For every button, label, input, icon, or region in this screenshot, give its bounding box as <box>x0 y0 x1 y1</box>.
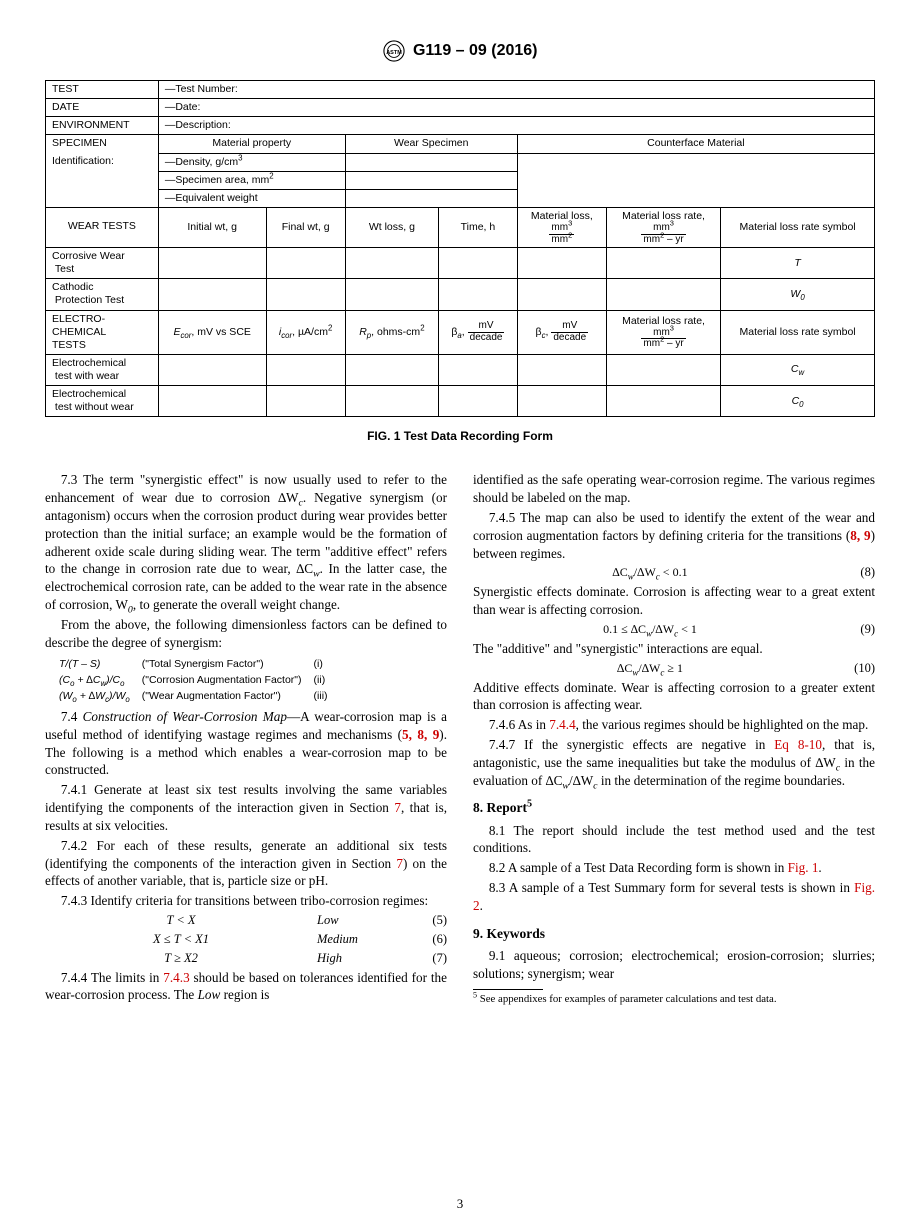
area-cell: —Specimen area, mm2 <box>158 171 345 189</box>
para-7-4-4-cont: identified as the safe operating wear-co… <box>473 471 875 507</box>
ref-section-7b: 7 <box>396 856 403 871</box>
corrosive-wear-test-label: Corrosive Wear Test <box>46 248 159 279</box>
para-8-3: 8.3 A sample of a Test Summary form for … <box>473 879 875 915</box>
equation-8: ∆Cw/∆Wc < 0.1 (8) <box>473 564 875 581</box>
material-loss-header: Material loss, mm3mm2 <box>517 207 606 247</box>
equation-6: X ≤ T < X1Medium(6) <box>45 931 447 948</box>
equation-9: 0.1 ≤ ∆Cw/∆Wc < 1 (9) <box>473 621 875 638</box>
synergism-factors-table: T/(T – S) ("Total Synergism Factor") (i)… <box>59 656 340 705</box>
wear-tests-header: WEAR TESTS <box>46 207 159 247</box>
ec-with-wear-label: Electrochemical test with wear <box>46 354 159 385</box>
cathodic-protection-test-label: Cathodic Protection Test <box>46 279 159 310</box>
factor-1-num: (i) <box>314 656 340 672</box>
section-8-heading: 8. Report5 <box>473 799 875 817</box>
final-wt-header: Final wt, g <box>266 207 345 247</box>
wt-loss-header: Wt loss, g <box>345 207 438 247</box>
ecor-header: Ecor, mV vs SCE <box>158 310 266 354</box>
para-7-4-4: 7.4.4 The limits in 7.4.3 should be base… <box>45 969 447 1005</box>
equation-7: T ≥ X2High(7) <box>45 950 447 967</box>
para-7-4-2: 7.4.2 For each of these results, generat… <box>45 837 447 890</box>
para-7-4-5: 7.4.5 The map can also be used to identi… <box>473 509 875 562</box>
material-loss-rate-symbol-header: Material loss rate symbol <box>721 207 875 247</box>
footnote-5: 5 See appendixes for examples of paramet… <box>473 992 875 1007</box>
para-9-1: 9.1 aqueous; corrosion; electrochemical;… <box>473 947 875 983</box>
ref-7-4-3: 7.4.3 <box>163 970 189 985</box>
factor-3-name: ("Wear Augmentation Factor") <box>142 688 314 704</box>
eq-weight-cell: —Equivalent weight <box>158 189 345 207</box>
density-cell: —Density, g/cm3 <box>158 153 345 171</box>
para-7-4-7: 7.4.7 If the synergistic effects are neg… <box>473 736 875 789</box>
test-value: —Test Number: <box>158 81 874 99</box>
footnote-rule <box>473 989 543 990</box>
symbol-T: T <box>721 248 875 279</box>
electrochemical-tests-label: ELECTRO-CHEMICALTESTS <box>46 310 159 354</box>
equation-10: ∆Cw/∆Wc ≥ 1 (10) <box>473 660 875 677</box>
factor-3-expr: (Wo + ∆Wc)/Wo <box>59 688 142 704</box>
time-header: Time, h <box>439 207 518 247</box>
body-text: 7.3 The term "synergistic effect" is now… <box>45 471 875 1007</box>
ml-rate-symbol-header-2: Material loss rate symbol <box>721 310 875 354</box>
page-number: 3 <box>0 1196 920 1212</box>
factor-1-expr: T/(T – S) <box>59 656 142 672</box>
section-9-heading: 9. Keywords <box>473 925 875 943</box>
env-label: ENVIRONMENT <box>46 117 159 135</box>
ref-8-9: 8, 9 <box>850 528 870 543</box>
date-value: —Date: <box>158 99 874 117</box>
material-property-header: Material property <box>158 135 345 153</box>
eq9-text: The "additive" and "synergistic" interac… <box>473 640 875 658</box>
standard-id: G119 – 09 (2016) <box>413 42 538 59</box>
factor-2-expr: (Co + ∆Cw)/Co <box>59 672 142 688</box>
para-7-4-1: 7.4.1 Generate at least six test results… <box>45 781 447 834</box>
rp-header: Rp, ohms-cm2 <box>345 310 438 354</box>
factor-2-name: ("Corrosion Augmentation Factor") <box>142 672 314 688</box>
astm-logo-icon: ASTM <box>383 40 405 62</box>
icor-header: icor, µA/cm2 <box>266 310 345 354</box>
ec-without-wear-label: Electrochemical test without wear <box>46 386 159 417</box>
factor-3-num: (iii) <box>314 688 340 704</box>
ref-7-4-4: 7.4.4 <box>549 717 575 732</box>
para-8-1: 8.1 The report should include the test m… <box>473 822 875 858</box>
figure-caption: FIG. 1 Test Data Recording Form <box>45 429 875 443</box>
eq10-text: Additive effects dominate. Wear is affec… <box>473 679 875 715</box>
para-7-4: 7.4 Construction of Wear-Corrosion Map—A… <box>45 708 447 779</box>
factor-2-num: (ii) <box>314 672 340 688</box>
material-loss-rate-header: Material loss rate, mm3mm2 – yr <box>606 207 720 247</box>
factor-1-name: ("Total Synergism Factor") <box>142 656 314 672</box>
wear-specimen-header: Wear Specimen <box>345 135 517 153</box>
para-7-3-followup: From the above, the following dimensionl… <box>45 616 447 652</box>
counterface-header: Counterface Material <box>517 135 874 153</box>
symbol-W0: W0 <box>721 279 875 310</box>
symbol-Co: C0 <box>721 386 875 417</box>
test-data-form-table: TEST —Test Number: DATE —Date: ENVIRONME… <box>45 80 875 417</box>
test-label: TEST <box>46 81 159 99</box>
para-8-2: 8.2 A sample of a Test Data Recording fo… <box>473 859 875 877</box>
ref-section-7a: 7 <box>394 800 401 815</box>
svg-text:ASTM: ASTM <box>386 50 402 56</box>
para-7-4-3: 7.4.3 Identify criteria for transitions … <box>45 892 447 910</box>
para-7-3: 7.3 The term "synergistic effect" is now… <box>45 471 447 614</box>
symbol-Cw: Cw <box>721 354 875 385</box>
specimen-label-1: SPECIMEN <box>46 135 159 153</box>
date-label: DATE <box>46 99 159 117</box>
ref-eq-8-10: Eq 8-10 <box>774 737 822 752</box>
ml-rate-header-2: Material loss rate, mm3mm2 – yr <box>606 310 720 354</box>
page-header: ASTM G119 – 09 (2016) <box>45 40 875 62</box>
ref-5-8-9: 5, 8, 9 <box>402 727 439 742</box>
ref-fig-1: Fig. 1 <box>788 860 819 875</box>
beta-a-header: βa, mVdecade <box>439 310 518 354</box>
specimen-label-2: Identification: <box>46 153 159 171</box>
env-value: —Description: <box>158 117 874 135</box>
eq8-text: Synergistic effects dominate. Corrosion … <box>473 583 875 619</box>
beta-c-header: βc, mVdecade <box>517 310 606 354</box>
initial-wt-header: Initial wt, g <box>158 207 266 247</box>
para-7-4-6: 7.4.6 As in 7.4.4, the various regimes s… <box>473 716 875 734</box>
equation-5: T < XLow(5) <box>45 912 447 929</box>
